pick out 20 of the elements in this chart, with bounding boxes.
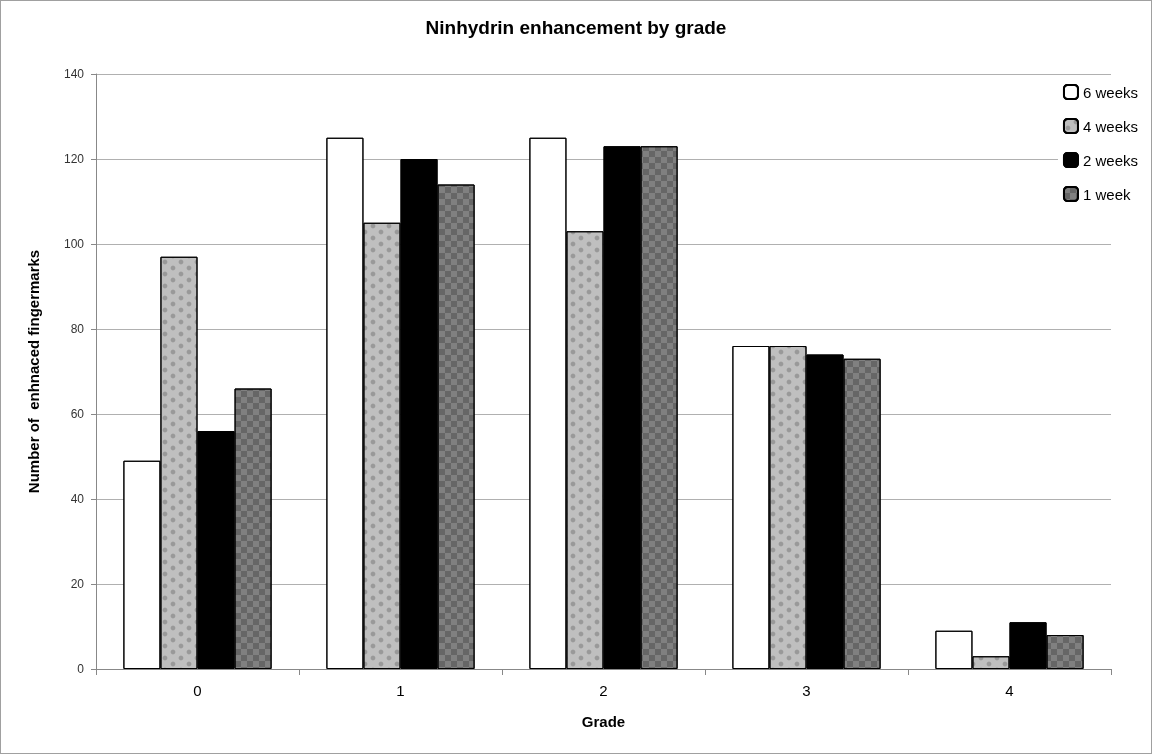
y-tick-label: 80	[70, 322, 85, 336]
x-axis-title: Grade	[581, 713, 626, 730]
x-tick-label: 3	[802, 682, 811, 699]
legend-label: 2 weeks	[1082, 151, 1138, 169]
y-tick-label: 40	[70, 492, 85, 506]
x-tick-label: 4	[1005, 682, 1014, 699]
x-tick-label: 2	[599, 682, 608, 699]
chart-title: Ninhydrin enhancement by grade	[425, 17, 727, 38]
legend-label: 1 week	[1082, 185, 1131, 203]
y-tick-label: 140	[63, 67, 85, 81]
y-tick-label: 60	[70, 407, 85, 421]
y-tick-label: 20	[70, 577, 85, 591]
legend-label: 4 weeks	[1082, 117, 1138, 135]
x-tick-label: 0	[193, 682, 202, 699]
legend-label: 6 weeks	[1082, 83, 1138, 101]
y-axis-title: Number of enhnaced fingermarks	[25, 249, 42, 494]
y-tick-label: 0	[77, 662, 85, 676]
x-tick-label: 1	[396, 682, 405, 699]
y-tick-label: 120	[63, 152, 85, 166]
y-tick-label: 100	[63, 237, 85, 251]
